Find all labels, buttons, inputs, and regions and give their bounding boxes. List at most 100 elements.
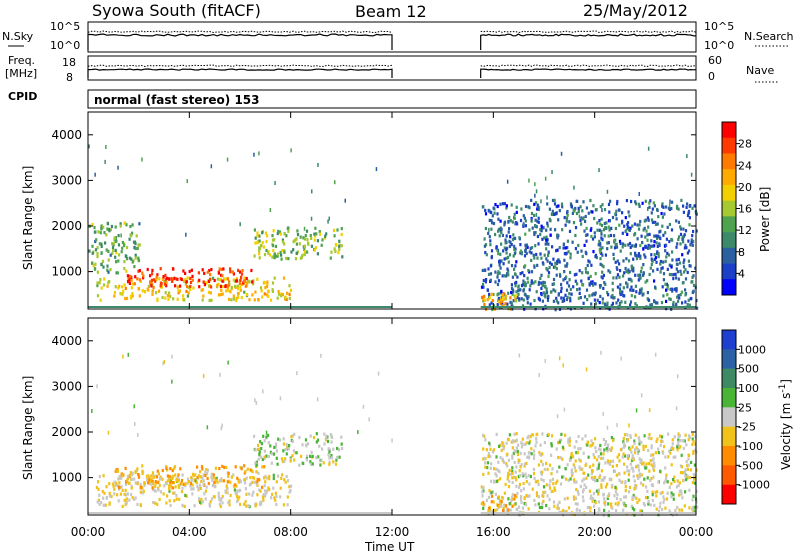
scatter-cell bbox=[149, 274, 152, 278]
scatter-cell bbox=[285, 234, 288, 238]
scatter-cell bbox=[692, 472, 695, 477]
scatter-cell bbox=[543, 467, 546, 471]
scatter-cell bbox=[341, 446, 344, 451]
scatter-cell bbox=[554, 289, 557, 293]
scatter-cell bbox=[599, 443, 602, 448]
scatter-cell bbox=[598, 219, 601, 223]
scatter-cell bbox=[542, 226, 545, 230]
scatter-cell bbox=[520, 207, 523, 211]
scatter-cell bbox=[511, 480, 514, 485]
scatter-cell bbox=[562, 278, 565, 282]
scatter-cell bbox=[691, 206, 694, 210]
scatter-cell bbox=[287, 229, 290, 233]
scatter-cell bbox=[129, 275, 132, 279]
scatter-cell bbox=[545, 247, 548, 251]
scatter-cell bbox=[514, 502, 517, 506]
scatter-cell bbox=[535, 212, 538, 217]
scatter-cell bbox=[515, 484, 518, 488]
scatter-cell bbox=[598, 301, 601, 305]
scatter-cell bbox=[557, 301, 560, 305]
scatter-cell bbox=[179, 467, 182, 471]
scatter-cell bbox=[513, 294, 516, 298]
scatter-cell bbox=[642, 447, 645, 451]
scatter-cell bbox=[534, 480, 537, 484]
scatter-cell bbox=[596, 298, 599, 302]
scatter-cell bbox=[298, 242, 301, 246]
scatter-cell bbox=[656, 301, 659, 305]
scatter-cell bbox=[521, 304, 525, 308]
scatter-cell bbox=[165, 280, 168, 285]
scatter-cell bbox=[581, 437, 584, 441]
scatter-cell bbox=[536, 234, 539, 239]
scatter-cell bbox=[569, 287, 572, 291]
scatter-cell bbox=[225, 289, 228, 293]
scatter-cell bbox=[125, 497, 128, 501]
scatter-cell bbox=[672, 300, 675, 305]
scatter-cell bbox=[674, 272, 677, 276]
scatter-cell bbox=[664, 479, 667, 483]
scatter-cell bbox=[621, 245, 624, 249]
scatter-cell bbox=[586, 271, 589, 275]
scatter-cell bbox=[544, 292, 547, 296]
scatter-cell bbox=[651, 207, 654, 211]
scatter-cell bbox=[671, 438, 674, 442]
scatter-cell bbox=[305, 443, 308, 447]
scatter-cell bbox=[637, 252, 640, 256]
colorbar-tick-label: 500 bbox=[738, 363, 759, 376]
scatter-cell bbox=[601, 270, 604, 274]
scatter-cell bbox=[137, 473, 140, 477]
scatter-cell bbox=[674, 508, 677, 512]
scatter-cell bbox=[561, 299, 564, 303]
scatter-cell bbox=[232, 278, 235, 282]
scatter-cell bbox=[279, 438, 282, 442]
scatter-cell bbox=[221, 279, 224, 283]
scatter-cell bbox=[515, 290, 518, 294]
scatter-cell bbox=[258, 450, 261, 454]
scatter-cell bbox=[265, 248, 268, 253]
scatter-cell bbox=[96, 270, 99, 274]
scatter-cell bbox=[510, 243, 513, 247]
scatter-cell bbox=[282, 437, 285, 441]
scatter-cell bbox=[524, 472, 527, 476]
scatter-cell bbox=[585, 367, 588, 372]
scatter-cell bbox=[572, 478, 576, 482]
scatter-cell bbox=[91, 222, 94, 227]
scatter-cell bbox=[244, 500, 247, 504]
scatter-cell bbox=[595, 208, 598, 212]
scatter-cell bbox=[566, 213, 569, 217]
scatter-cell bbox=[102, 225, 105, 229]
scatter-cell bbox=[577, 206, 580, 210]
scatter-cell bbox=[199, 486, 202, 490]
colorbar-cell bbox=[722, 484, 736, 505]
scatter-cell bbox=[514, 247, 517, 251]
scatter-cell bbox=[483, 461, 487, 465]
scatter-cell bbox=[120, 233, 122, 238]
freq-tick-bottom: 8 bbox=[66, 71, 73, 84]
scatter-cell bbox=[599, 205, 602, 209]
scatter-cell bbox=[214, 466, 217, 470]
scatter-cell bbox=[137, 433, 139, 437]
y-tick-label: 2000 bbox=[51, 425, 82, 439]
scatter-cell bbox=[497, 495, 501, 499]
scatter-cell bbox=[530, 217, 533, 222]
scatter-cell bbox=[189, 484, 192, 488]
scatter-cell bbox=[657, 480, 660, 484]
scatter-cell bbox=[492, 292, 495, 296]
scatter-cell bbox=[598, 228, 601, 232]
scatter-cell bbox=[655, 234, 658, 238]
scatter-cell bbox=[265, 430, 268, 435]
scatter-cell bbox=[607, 202, 611, 206]
scatter-cell bbox=[169, 294, 172, 299]
scatter-cell bbox=[630, 294, 633, 298]
scatter-cell bbox=[603, 221, 606, 226]
scatter-cell bbox=[576, 199, 579, 203]
scatter-cell bbox=[562, 509, 565, 513]
scatter-cell bbox=[666, 267, 669, 271]
scatter-cell bbox=[91, 251, 94, 255]
scatter-cell bbox=[574, 206, 577, 210]
scatter-cell bbox=[519, 451, 522, 455]
scatter-cell bbox=[513, 244, 516, 248]
scatter-cell bbox=[592, 442, 595, 446]
scatter-cell bbox=[654, 220, 657, 224]
